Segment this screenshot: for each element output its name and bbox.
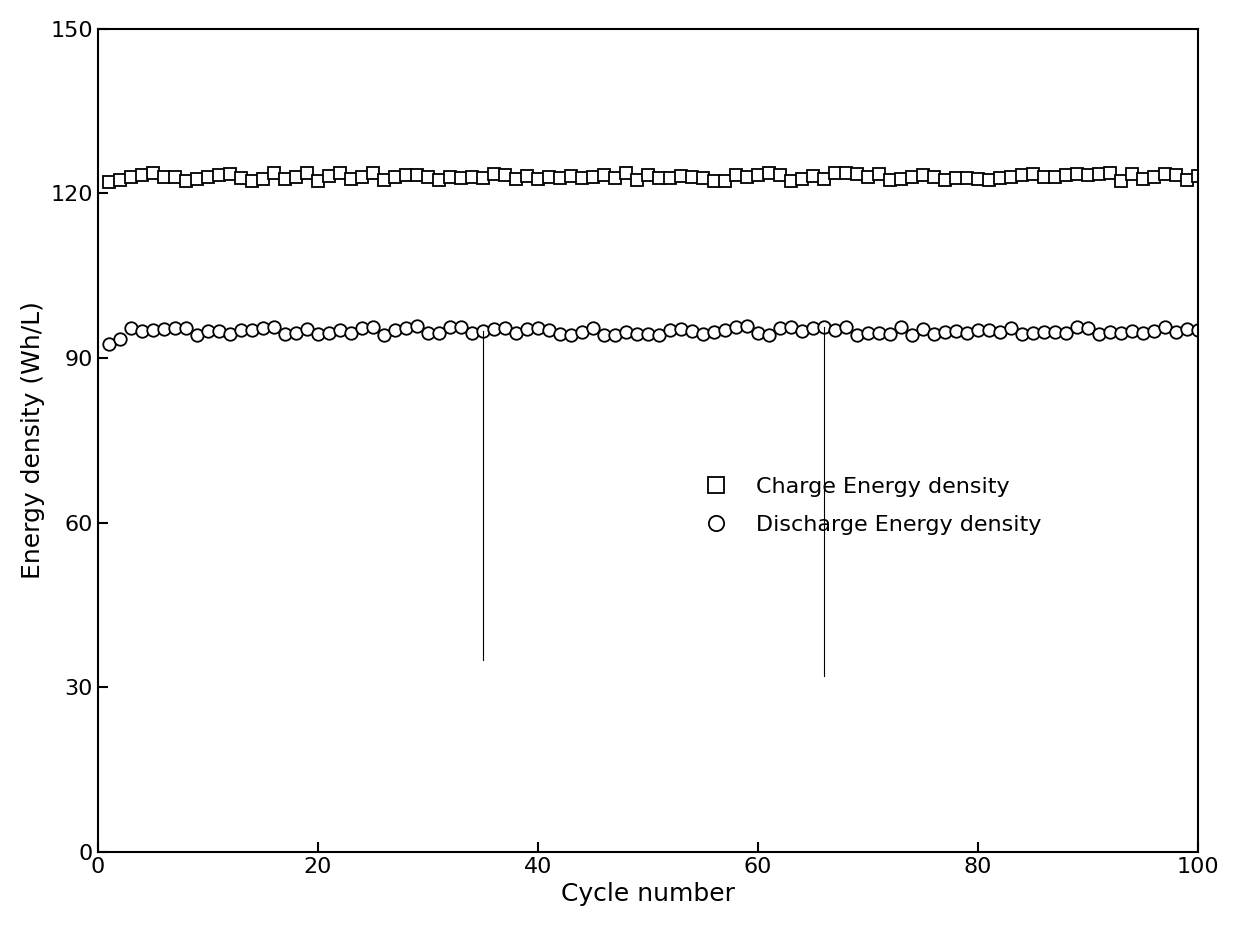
Legend: Charge Energy density, Discharge Energy density: Charge Energy density, Discharge Energy … — [686, 468, 1050, 544]
X-axis label: Cycle number: Cycle number — [560, 883, 735, 907]
Y-axis label: Energy density (Wh/L): Energy density (Wh/L) — [21, 301, 45, 579]
